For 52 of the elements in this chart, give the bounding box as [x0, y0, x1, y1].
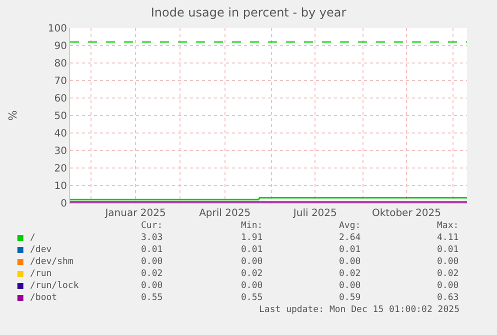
y-tick-label: 20	[54, 164, 67, 174]
legend-label: /dev/shm	[30, 257, 74, 267]
text: 2.64	[339, 233, 361, 243]
chart-title: Inode usage in percent - by year	[150, 5, 346, 20]
legend-label: /run	[30, 269, 52, 279]
x-tick-label: April 2025	[199, 208, 251, 219]
y-tick-label: 70	[54, 76, 67, 87]
legend-label: /run/lock	[30, 281, 80, 291]
text: 0.01	[141, 245, 163, 255]
text: 0.02	[241, 269, 263, 279]
text: 0.63	[437, 293, 459, 303]
text: 0.01	[437, 245, 459, 255]
text: Last update: Mon Dec 15 01:00:02 2025	[259, 305, 460, 315]
x-tick-label: Oktober 2025	[372, 208, 441, 219]
legend-label: /boot	[30, 293, 58, 303]
text: 0.01	[339, 245, 361, 255]
x-tick-label: Juli 2025	[292, 208, 337, 219]
y-tick-label: 100	[48, 24, 67, 34]
legend-label: /dev	[30, 245, 52, 255]
text: 0.00	[437, 281, 459, 291]
text: 4.11	[437, 233, 459, 243]
text: Avg:	[339, 221, 361, 231]
text: Cur:	[141, 221, 163, 231]
y-tick-label: 90	[54, 41, 67, 52]
text: Min:	[241, 221, 263, 231]
text: 1.91	[241, 233, 263, 243]
y-tick-label: 40	[54, 128, 67, 140]
text: 0.00	[141, 257, 163, 267]
text: 0.55	[241, 293, 263, 303]
text: 0.00	[437, 257, 459, 267]
y-axis-title: %	[6, 110, 20, 121]
y-tick-label: 10	[54, 181, 67, 192]
legend-label: /	[30, 233, 36, 243]
y-tick-label: 0	[60, 198, 67, 210]
text: 0.00	[339, 257, 361, 267]
y-tick-label: 50	[54, 111, 67, 122]
text: 0.00	[241, 257, 263, 267]
text: 0.02	[339, 269, 361, 279]
text: 0.00	[339, 281, 361, 291]
x-tick-label: Januar 2025	[104, 208, 166, 219]
text: 0.00	[241, 281, 263, 291]
text: 0.02	[141, 269, 163, 279]
text: 0.55	[141, 293, 163, 303]
y-tick-label: 30	[54, 146, 67, 157]
text: 0.00	[141, 281, 163, 291]
text: 0.59	[339, 293, 361, 303]
text: Max:	[437, 221, 459, 231]
text: 3.03	[141, 233, 163, 243]
text: 0.01	[241, 245, 263, 255]
y-tick-label: 80	[54, 58, 67, 70]
y-tick-label: 60	[54, 94, 67, 104]
text: 0.02	[437, 269, 459, 279]
